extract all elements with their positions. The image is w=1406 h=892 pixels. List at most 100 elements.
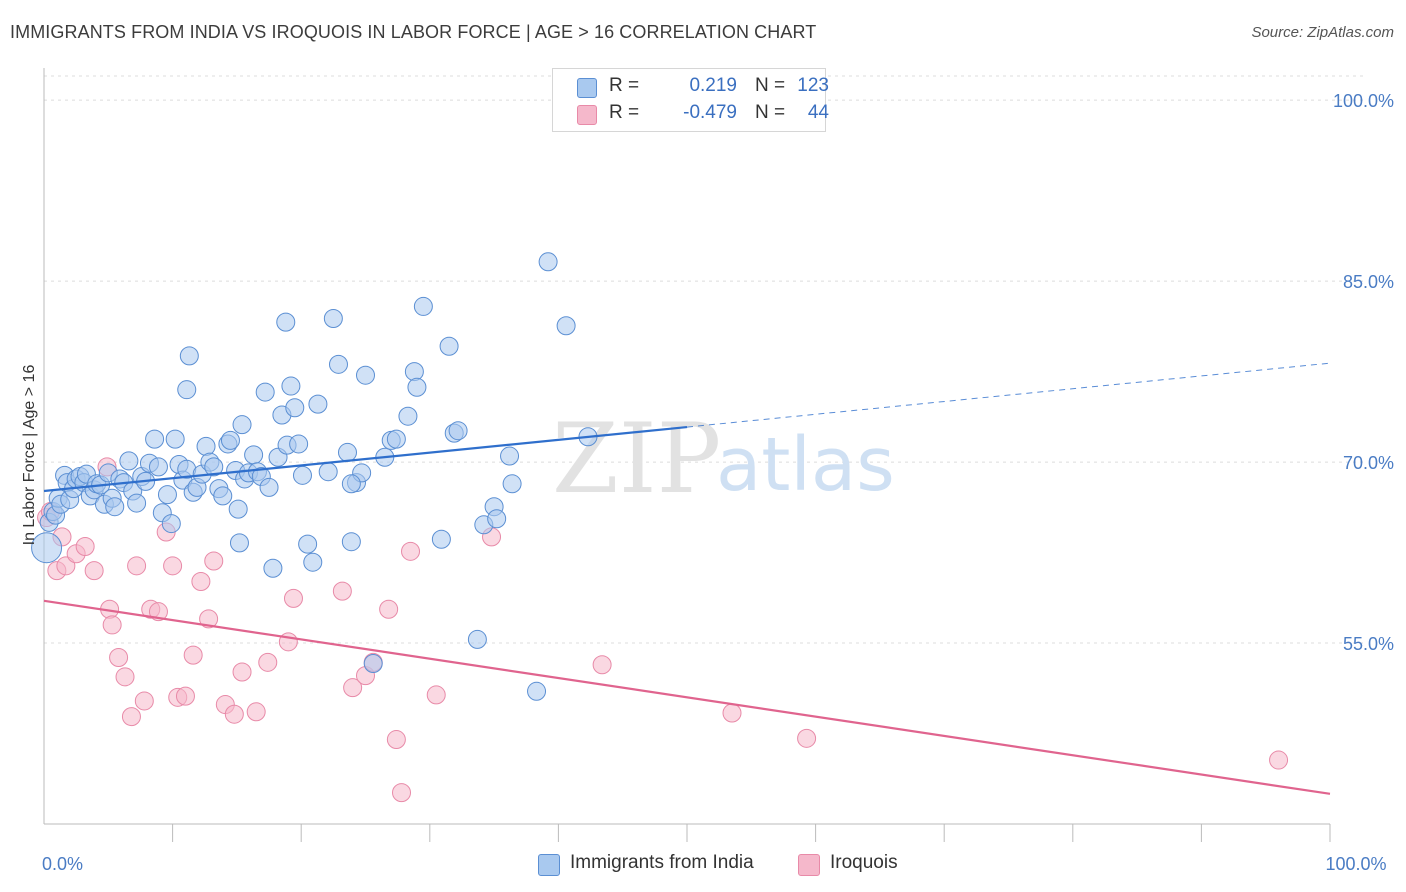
india-point bbox=[303, 552, 323, 572]
x-tick-label: 100.0% bbox=[1325, 854, 1386, 874]
bottom-swatch-iroquois bbox=[798, 854, 820, 876]
india-point bbox=[105, 497, 125, 517]
iroquois-point bbox=[258, 652, 278, 672]
india-point bbox=[407, 377, 427, 397]
legend-n-value: 123 bbox=[797, 75, 829, 96]
india-point bbox=[285, 398, 305, 418]
gridlines bbox=[44, 75, 1364, 644]
india-point bbox=[298, 534, 318, 554]
x-tick-label: 0.0% bbox=[42, 854, 83, 874]
iroquois-point bbox=[204, 551, 224, 571]
iroquois-point bbox=[797, 728, 817, 748]
india-point bbox=[157, 485, 177, 505]
india-point bbox=[145, 429, 165, 449]
india-point bbox=[398, 406, 418, 426]
trend-lines bbox=[43, 362, 1331, 795]
india-point bbox=[431, 529, 451, 549]
chart-title: IMMIGRANTS FROM INDIA VS IROQUOIS IN LAB… bbox=[10, 22, 817, 42]
watermark: ZIP atlas bbox=[552, 403, 895, 515]
iroquois-point bbox=[379, 599, 399, 619]
y-tick-label: 100.0% bbox=[1333, 91, 1394, 111]
india-point bbox=[413, 296, 433, 316]
iroquois-point bbox=[121, 707, 141, 727]
iroquois-point bbox=[1269, 750, 1289, 770]
india-point bbox=[31, 532, 63, 564]
india-points bbox=[31, 252, 598, 701]
india-point bbox=[404, 362, 424, 382]
legend-swatch-india bbox=[577, 78, 597, 98]
watermark-zip: ZIP bbox=[552, 403, 721, 515]
india-point bbox=[148, 457, 168, 477]
iroquois-trend-line bbox=[43, 599, 1331, 795]
legend-n-label: N = bbox=[755, 102, 786, 123]
iroquois-point bbox=[175, 686, 195, 706]
legend-r-value: 0.219 bbox=[689, 75, 737, 96]
india-point bbox=[439, 336, 459, 356]
iroquois-point bbox=[199, 609, 219, 629]
india-point bbox=[204, 457, 224, 477]
india-point bbox=[220, 430, 240, 450]
india-point bbox=[341, 474, 361, 494]
india-point bbox=[292, 465, 312, 485]
axes bbox=[43, 68, 1331, 842]
india-point bbox=[259, 477, 279, 497]
india-point bbox=[177, 380, 197, 400]
india-point bbox=[328, 354, 348, 374]
india-point bbox=[213, 486, 233, 506]
india-trend-extension bbox=[686, 362, 1331, 428]
india-point bbox=[356, 365, 375, 385]
legend-n-value: 44 bbox=[807, 102, 829, 123]
india-point bbox=[119, 451, 139, 471]
watermark-atlas: atlas bbox=[716, 422, 895, 508]
india-point bbox=[502, 474, 522, 494]
india-point bbox=[538, 252, 558, 272]
iroquois-point bbox=[115, 667, 135, 687]
iroquois-point bbox=[102, 615, 122, 635]
india-point bbox=[318, 462, 338, 482]
bottom-legend-label: Immigrants from India bbox=[570, 852, 754, 873]
india-point bbox=[276, 312, 296, 332]
legend-swatch-iroquois bbox=[577, 105, 597, 125]
iroquois-point bbox=[332, 581, 352, 601]
india-point bbox=[196, 436, 216, 456]
india-point bbox=[341, 532, 361, 552]
india-point bbox=[323, 308, 343, 328]
iroquois-point bbox=[191, 572, 211, 592]
india-point bbox=[500, 446, 520, 466]
iroquois-point bbox=[163, 556, 183, 576]
iroquois-point bbox=[109, 648, 129, 668]
india-point bbox=[229, 533, 249, 553]
bottom-legend-label: Iroquois bbox=[830, 852, 898, 873]
iroquois-point bbox=[148, 602, 168, 622]
y-axis-label: In Labor Force | Age > 16 bbox=[21, 365, 38, 546]
india-point bbox=[363, 654, 383, 674]
iroquois-point bbox=[232, 662, 252, 682]
india-point bbox=[448, 421, 468, 441]
iroquois-point bbox=[283, 588, 303, 608]
iroquois-point bbox=[56, 556, 76, 576]
india-point bbox=[556, 316, 576, 336]
india-point bbox=[228, 499, 248, 519]
y-tick-label: 85.0% bbox=[1343, 272, 1394, 292]
india-point bbox=[161, 514, 181, 534]
iroquois-point bbox=[392, 783, 412, 803]
source-credit: Source: ZipAtlas.com bbox=[1251, 24, 1394, 41]
india-point bbox=[386, 429, 406, 449]
y-tick-label: 55.0% bbox=[1343, 634, 1394, 654]
india-point bbox=[165, 429, 185, 449]
iroquois-point bbox=[127, 556, 147, 576]
india-point bbox=[255, 382, 275, 402]
legend-r-label: R = bbox=[609, 102, 640, 123]
india-point bbox=[308, 394, 328, 414]
tick-labels: 100.0% 85.0% 70.0% 55.0% 0.0% 100.0% bbox=[42, 91, 1394, 874]
iroquois-point bbox=[75, 537, 95, 557]
iroquois-point bbox=[401, 541, 421, 561]
legend-r-value: -0.479 bbox=[683, 102, 737, 123]
legend-n-label: N = bbox=[755, 75, 786, 96]
bottom-swatch-india bbox=[538, 854, 560, 876]
india-trend-line bbox=[43, 425, 688, 493]
correlation-legend: R = 0.219 N = 123 R = -0.479 N = 44 bbox=[552, 68, 829, 132]
iroquois-point bbox=[343, 678, 363, 698]
india-point bbox=[281, 376, 301, 396]
